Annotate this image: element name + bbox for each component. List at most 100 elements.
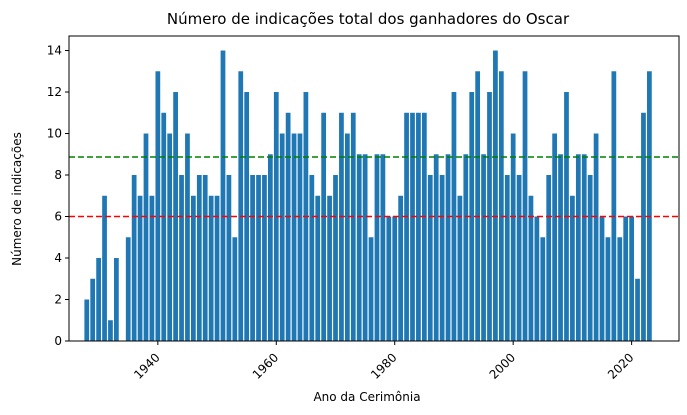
bar-1987: [433, 154, 439, 341]
bar-2023: [647, 71, 652, 342]
bar-2011: [575, 154, 581, 341]
chart-title: Número de indicações total dos ganhadore…: [167, 10, 570, 28]
bar-1958: [262, 175, 267, 341]
bar-1997: [493, 50, 498, 342]
bar-2015: [599, 216, 605, 341]
x-axis-label: Ano da Cerimônia: [313, 390, 420, 404]
y-tick-label-12: 12: [47, 85, 62, 99]
bar-1962: [285, 112, 291, 342]
y-tick-label-8: 8: [54, 168, 62, 182]
bars-group: [84, 50, 652, 342]
bar-1955: [244, 92, 250, 342]
bar-1971: [339, 112, 344, 342]
bar-2006: [546, 175, 552, 341]
x-tick-label-2000: 2000: [487, 350, 518, 381]
bar-1952: [226, 175, 232, 341]
bar-2013: [587, 175, 593, 341]
bar-1941: [161, 112, 167, 342]
y-tick-label-4: 4: [54, 251, 62, 265]
bar-1998: [498, 71, 504, 342]
bar-1978: [380, 154, 386, 341]
bar-1932: [108, 320, 113, 341]
bar-1939: [149, 195, 155, 341]
bar-1949: [208, 195, 214, 341]
y-tick-label-10: 10: [47, 127, 62, 141]
bar-1992: [463, 154, 469, 341]
bar-1944: [179, 175, 184, 341]
bar-1961: [279, 133, 285, 341]
y-tick-label-14: 14: [47, 44, 62, 58]
bar-1950: [214, 195, 220, 341]
bar-2000: [510, 133, 516, 341]
bar-1980: [392, 216, 398, 341]
y-axis: 0 2 4 6 8 10 12 14: [47, 44, 69, 348]
bar-1976: [368, 237, 374, 341]
bar-1989: [445, 154, 451, 341]
bar-1990: [451, 92, 457, 342]
x-tick-label-1980: 1980: [368, 350, 399, 381]
bar-1984: [416, 112, 421, 342]
bar-1948: [202, 175, 208, 341]
bar-2005: [540, 237, 546, 341]
bar-1929: [90, 278, 96, 341]
bar-2012: [581, 154, 587, 341]
bar-1999: [504, 175, 510, 341]
bar-1979: [386, 216, 392, 341]
y-axis-label: Número de indicações: [10, 132, 24, 266]
bar-1966: [309, 175, 315, 341]
bar-1993: [469, 92, 475, 342]
bar-2010: [570, 195, 575, 341]
bar-1988: [439, 175, 445, 341]
bar-1977: [374, 154, 380, 341]
y-tick-label-0: 0: [54, 334, 62, 348]
bar-2014: [593, 133, 599, 341]
bar-1994: [475, 71, 481, 342]
bar-2001: [516, 175, 522, 341]
bar-1985: [421, 112, 427, 342]
reference-lines: [69, 156, 679, 218]
bar-1943: [173, 92, 178, 342]
bar-1953: [232, 237, 238, 341]
bar-2022: [641, 112, 646, 342]
bar-2007: [552, 133, 557, 341]
bar-1995: [481, 154, 486, 341]
bar-1963: [291, 133, 297, 341]
bar-1970: [333, 175, 338, 341]
bar-1969: [327, 195, 332, 341]
bar-1973: [350, 112, 356, 342]
bar-1974: [356, 154, 362, 341]
bar-1946: [191, 195, 196, 341]
bar-2021: [635, 278, 640, 341]
bar-1964: [297, 133, 303, 341]
bar-2020: [629, 216, 634, 341]
bar-1954: [238, 71, 244, 342]
bar-1930: [96, 258, 101, 341]
bar-2004: [534, 216, 540, 341]
bar-1967: [315, 195, 321, 341]
bar-1972: [344, 133, 350, 341]
bar-1986: [427, 175, 433, 341]
bar-1991: [457, 195, 463, 341]
x-axis: 1940 1960 1980 2000 2020: [131, 341, 637, 382]
bar-1975: [362, 154, 368, 341]
x-tick-label-2020: 2020: [605, 350, 636, 381]
plot-frame: [68, 35, 680, 342]
y-tick-label-6: 6: [54, 210, 62, 224]
y-tick-label-2: 2: [54, 293, 62, 307]
bar-1956: [250, 175, 255, 341]
x-tick-label-1960: 1960: [250, 350, 281, 381]
bar-1959: [267, 154, 273, 341]
bar-2018: [617, 237, 623, 341]
bar-1938: [143, 133, 149, 341]
bar-1928: [84, 299, 90, 341]
bar-1951: [220, 50, 226, 342]
bar-1947: [196, 175, 202, 341]
bar-2017: [611, 71, 617, 342]
bar-1940: [155, 71, 161, 342]
bar-1982: [404, 112, 409, 342]
bar-1983: [410, 112, 415, 342]
bar-1942: [167, 133, 173, 341]
bar-1981: [398, 195, 404, 341]
bar-1957: [256, 175, 261, 341]
